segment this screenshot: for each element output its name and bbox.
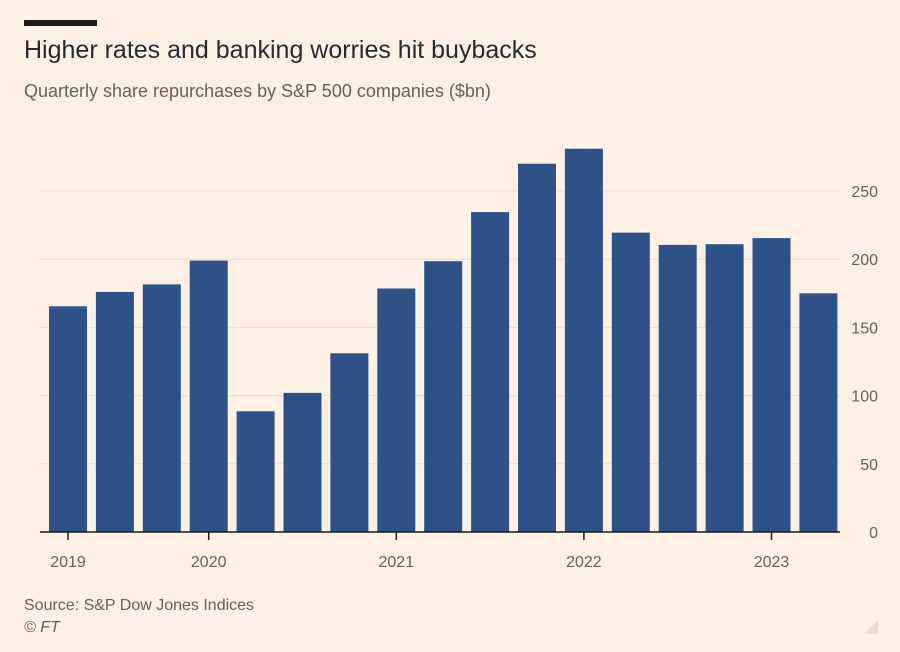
title-accent-bar — [24, 20, 97, 26]
y-tick-label-100: 100 — [851, 389, 878, 406]
x-tick-label-2023: 2023 — [754, 554, 790, 571]
y-tick-label-50: 50 — [860, 457, 878, 474]
bar-2020-q4 — [377, 288, 416, 532]
bar-2021-q4 — [564, 148, 603, 532]
bar-2019-q1 — [49, 306, 87, 532]
axis-layer: 0 50 100 150 200 250 2019 2020 2021 2022 2023 — [40, 184, 878, 571]
x-tick-label-2022: 2022 — [566, 554, 602, 571]
bar-2022-q3 — [705, 244, 744, 532]
bar-2019-q4 — [189, 260, 228, 532]
x-tick-label-2021: 2021 — [379, 554, 415, 571]
resize-corner-icon — [864, 620, 878, 634]
source-note: Source: S&P Dow Jones Indices — [24, 597, 255, 614]
bar-layer — [49, 148, 838, 532]
bar-2021-q2 — [471, 212, 510, 532]
y-tick-label-150: 150 — [851, 320, 878, 337]
y-tick-label-250: 250 — [851, 184, 878, 201]
bar-2019-q3 — [142, 284, 181, 532]
chart-title: Higher rates and banking worries hit buy… — [24, 36, 537, 64]
x-tick-label-2020: 2020 — [191, 554, 227, 571]
bar-chart: 0 50 100 150 200 250 2019 2020 2021 2022 2023 — [40, 148, 878, 571]
bar-2023-q1 — [799, 293, 838, 532]
bar-2021-q1 — [424, 261, 463, 532]
bar-2019-q2 — [95, 291, 134, 532]
bar-2020-q1 — [236, 411, 275, 532]
x-tick-label-2019: 2019 — [50, 554, 86, 571]
bar-2022-q2 — [658, 244, 697, 532]
bar-2022-q1 — [611, 232, 650, 532]
chart-subtitle: Quarterly share repurchases by S&P 500 c… — [24, 81, 491, 101]
copyright-credit: © FT — [24, 619, 60, 636]
bar-2020-q2 — [283, 392, 322, 532]
bar-2020-q3 — [330, 353, 369, 532]
bar-2022-q4 — [752, 238, 791, 532]
y-tick-label-200: 200 — [851, 252, 878, 269]
y-tick-label-0: 0 — [869, 525, 878, 542]
bar-2021-q3 — [518, 163, 556, 532]
